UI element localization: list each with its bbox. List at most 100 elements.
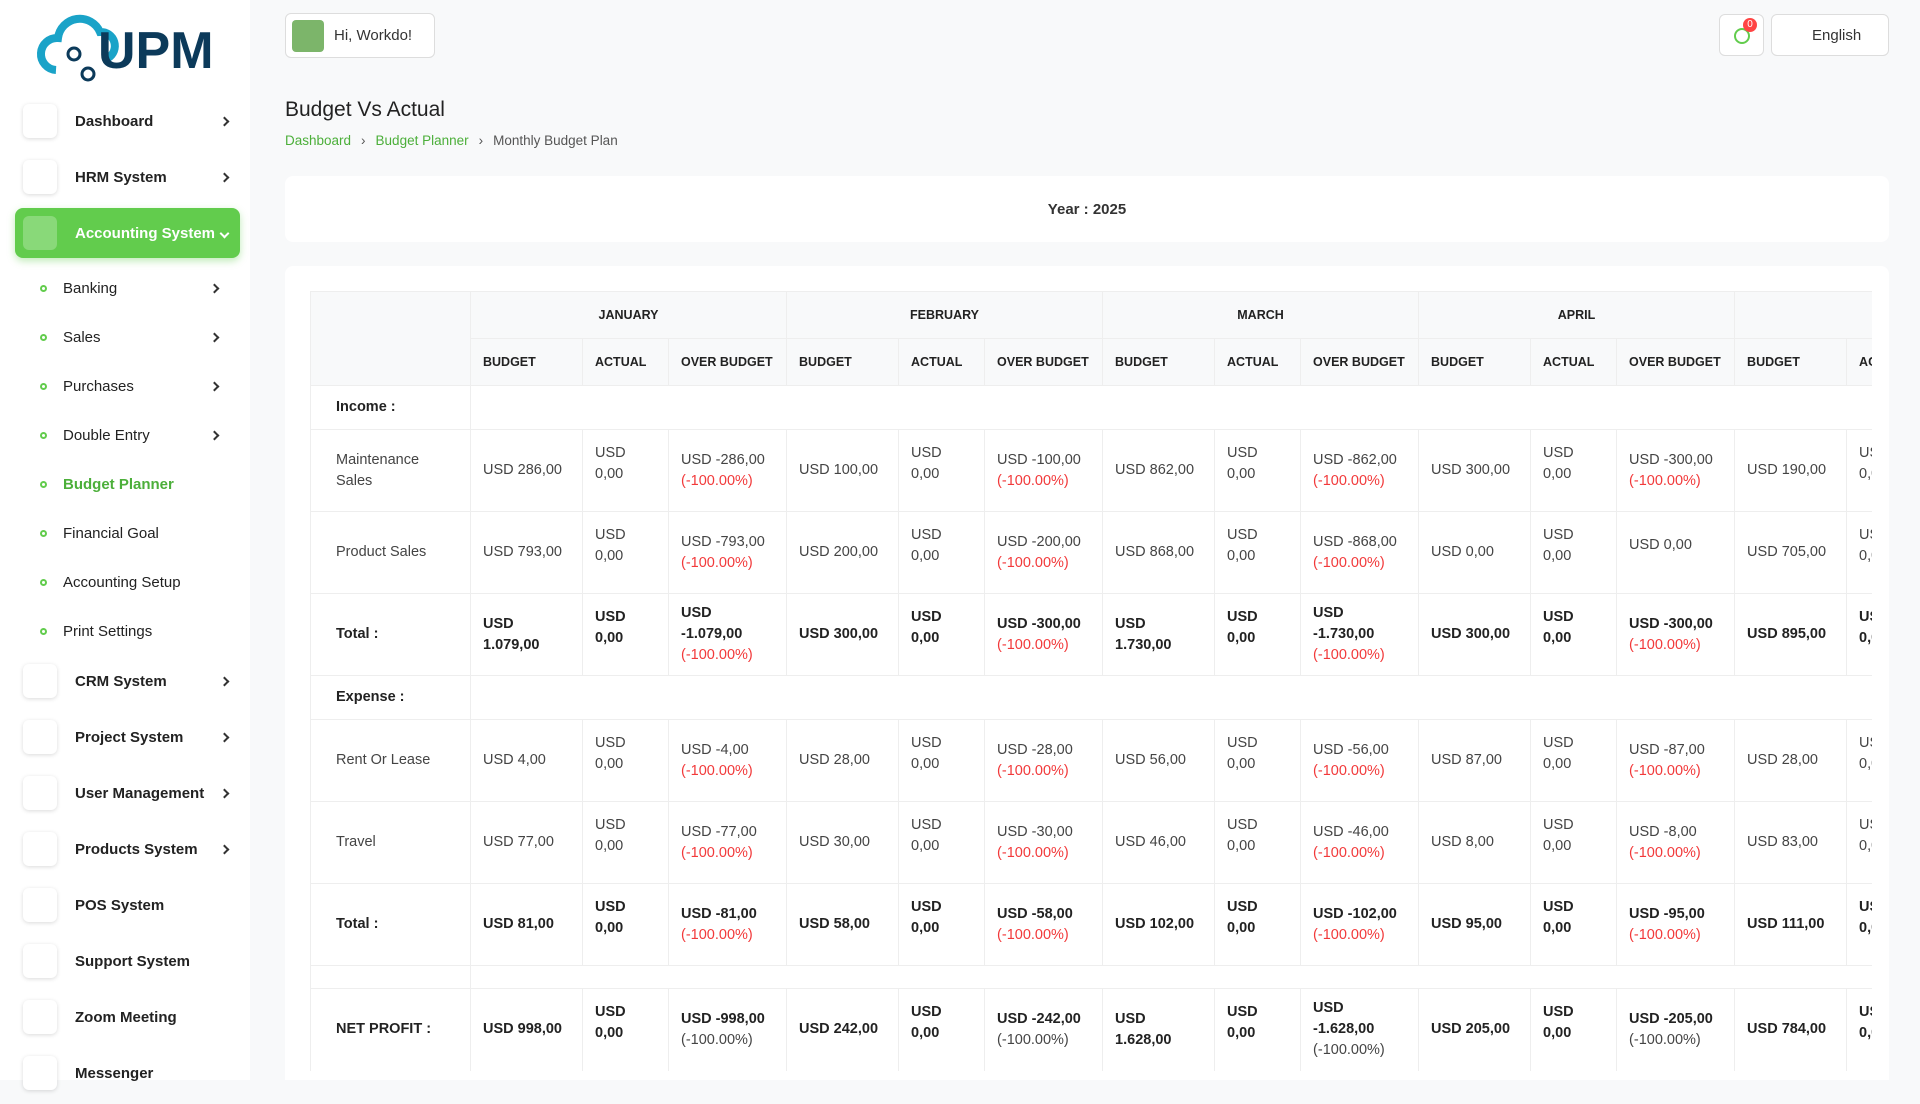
over-amount: USD -87,00 [1629, 740, 1722, 761]
logo[interactable]: UPM [34, 8, 234, 90]
over-amount: USD -286,00 [681, 450, 774, 471]
submenu-label: Double Entry [63, 427, 150, 444]
over-percent: (-100.00%) [1313, 925, 1406, 946]
page-title: Budget Vs Actual [285, 98, 445, 122]
spacer-row [311, 966, 1873, 989]
menu-item[interactable]: Accounting System [15, 208, 240, 258]
budget-cell: USD 300,00 [1419, 594, 1531, 676]
menu-item[interactable]: POS System [15, 880, 240, 930]
submenu-item[interactable]: Banking [15, 264, 240, 313]
actual-cell: USD 0,00 [899, 989, 985, 1071]
menu-item[interactable]: Products System [15, 824, 240, 874]
over-amount: USD -1.079,00 [681, 603, 774, 645]
chevron [220, 116, 230, 126]
submenu-item[interactable]: Accounting Setup [15, 558, 240, 607]
row: Total :USD 81,00USD 0,00USD -81,00(-100.… [311, 884, 1873, 966]
bullet [40, 432, 47, 439]
budget-cell: USD 300,00 [1419, 430, 1531, 512]
actual-cell: USD 0,00 [1215, 884, 1301, 966]
actual-cell: USD 0,00 [1847, 594, 1872, 676]
actual-cell: USD 0,00 [1847, 802, 1872, 884]
budget-cell: USD 102,00 [1103, 884, 1215, 966]
menu-item[interactable]: Messenger [15, 1048, 240, 1098]
submenu-item[interactable]: Print Settings [15, 607, 240, 656]
menu-item[interactable]: CRM System [15, 656, 240, 706]
over-budget-cell: USD -81,00(-100.00%) [669, 884, 787, 966]
column-header: BUDGET [1103, 339, 1215, 386]
actual-cell: USD 0,00 [1847, 430, 1872, 512]
budget-cell: USD 30,00 [787, 802, 899, 884]
column-header: BUDGET [787, 339, 899, 386]
over-percent: (-100.00%) [1629, 635, 1722, 656]
row: TravelUSD 77,00USD 0,00USD -77,00(-100.0… [311, 802, 1873, 884]
submenu-label: Budget Planner [63, 476, 174, 493]
over-percent: (-100.00%) [997, 553, 1090, 574]
submenu-label: Sales [63, 329, 101, 346]
budget-cell: USD 242,00 [787, 989, 899, 1071]
submenu-item[interactable]: Sales [15, 313, 240, 362]
budget-cell: USD 998,00 [471, 989, 583, 1071]
over-percent: (-100.00%) [1313, 553, 1406, 574]
row-label: Rent Or Lease [311, 720, 471, 802]
actual-cell: USD 0,00 [1847, 884, 1872, 966]
over-percent: (-100.00%) [681, 761, 774, 782]
over-budget-cell: USD -868,00(-100.00%) [1301, 512, 1419, 594]
over-budget-cell: USD -100,00(-100.00%) [985, 430, 1103, 512]
menu-item[interactable]: Dashboard [15, 96, 240, 146]
column-header: ACTUAL [1531, 339, 1617, 386]
menu-item[interactable]: User Management [15, 768, 240, 818]
table-head: JANUARYFEBRUARYMARCHAPRILMAYBUDGETACTUAL… [311, 292, 1873, 386]
over-percent: (-100.00%) [1629, 1030, 1722, 1051]
breadcrumb: Dashboard› Budget Planner› Monthly Budge… [285, 133, 618, 148]
chevron [210, 431, 220, 441]
row-label: NET PROFIT : [311, 989, 471, 1071]
submenu-item[interactable]: Purchases [15, 362, 240, 411]
menu-icon [23, 216, 57, 250]
column-header: ACTUAL [1847, 339, 1872, 386]
table-card: JANUARYFEBRUARYMARCHAPRILMAYBUDGETACTUAL… [285, 266, 1889, 1080]
menu-icon [23, 104, 57, 138]
column-header: OVER BUDGET [1617, 339, 1735, 386]
column-row: BUDGETACTUALOVER BUDGETBUDGETACTUALOVER … [311, 339, 1873, 386]
budget-cell: USD 8,00 [1419, 802, 1531, 884]
budget-cell: USD 862,00 [1103, 430, 1215, 512]
budget-cell: USD 87,00 [1419, 720, 1531, 802]
over-budget-cell: USD -300,00(-100.00%) [1617, 594, 1735, 676]
actual-cell: USD 0,00 [1847, 512, 1872, 594]
budget-cell: USD 95,00 [1419, 884, 1531, 966]
breadcrumb-link[interactable]: Budget Planner [376, 133, 469, 148]
over-amount: USD -300,00 [997, 614, 1090, 635]
submenu-item[interactable]: Budget Planner [15, 460, 240, 509]
row-label: Maintenance Sales [311, 430, 471, 512]
breadcrumb-link[interactable]: Dashboard [285, 133, 351, 148]
submenu-item[interactable]: Double Entry [15, 411, 240, 460]
breadcrumb-current: Monthly Budget Plan [493, 133, 618, 148]
table-wrap: JANUARYFEBRUARYMARCHAPRILMAYBUDGETACTUAL… [310, 291, 1872, 1080]
actual-cell: USD 0,00 [1531, 720, 1617, 802]
actual-cell: USD 0,00 [899, 720, 985, 802]
submenu-label: Print Settings [63, 623, 152, 640]
menu-item[interactable]: Project System [15, 712, 240, 762]
over-percent: (-100.00%) [997, 635, 1090, 656]
budget-cell: USD 28,00 [1735, 720, 1847, 802]
submenu-label: Purchases [63, 378, 134, 395]
submenu-item[interactable]: Financial Goal [15, 509, 240, 558]
over-amount: USD -30,00 [997, 822, 1090, 843]
language-select[interactable]: English [1771, 14, 1889, 56]
menu-item[interactable]: Zoom Meeting [15, 992, 240, 1042]
menu-item[interactable]: HRM System [15, 152, 240, 202]
menu-label: POS System [75, 897, 164, 914]
over-amount: USD -81,00 [681, 904, 774, 925]
actual-cell: USD 0,00 [583, 720, 669, 802]
over-amount: USD -200,00 [997, 532, 1090, 553]
bullet [40, 579, 47, 586]
profile-button[interactable]: Hi, Workdo! [285, 13, 435, 58]
chevron [210, 333, 220, 343]
notification-button[interactable]: 0 [1719, 14, 1764, 56]
over-budget-cell: USD -4,00(-100.00%) [669, 720, 787, 802]
month-header: FEBRUARY [787, 292, 1103, 339]
menu-item[interactable]: Support System [15, 936, 240, 986]
menu-icon [23, 776, 57, 810]
over-budget-cell: USD -300,00(-100.00%) [1617, 430, 1735, 512]
over-amount: USD -102,00 [1313, 904, 1406, 925]
